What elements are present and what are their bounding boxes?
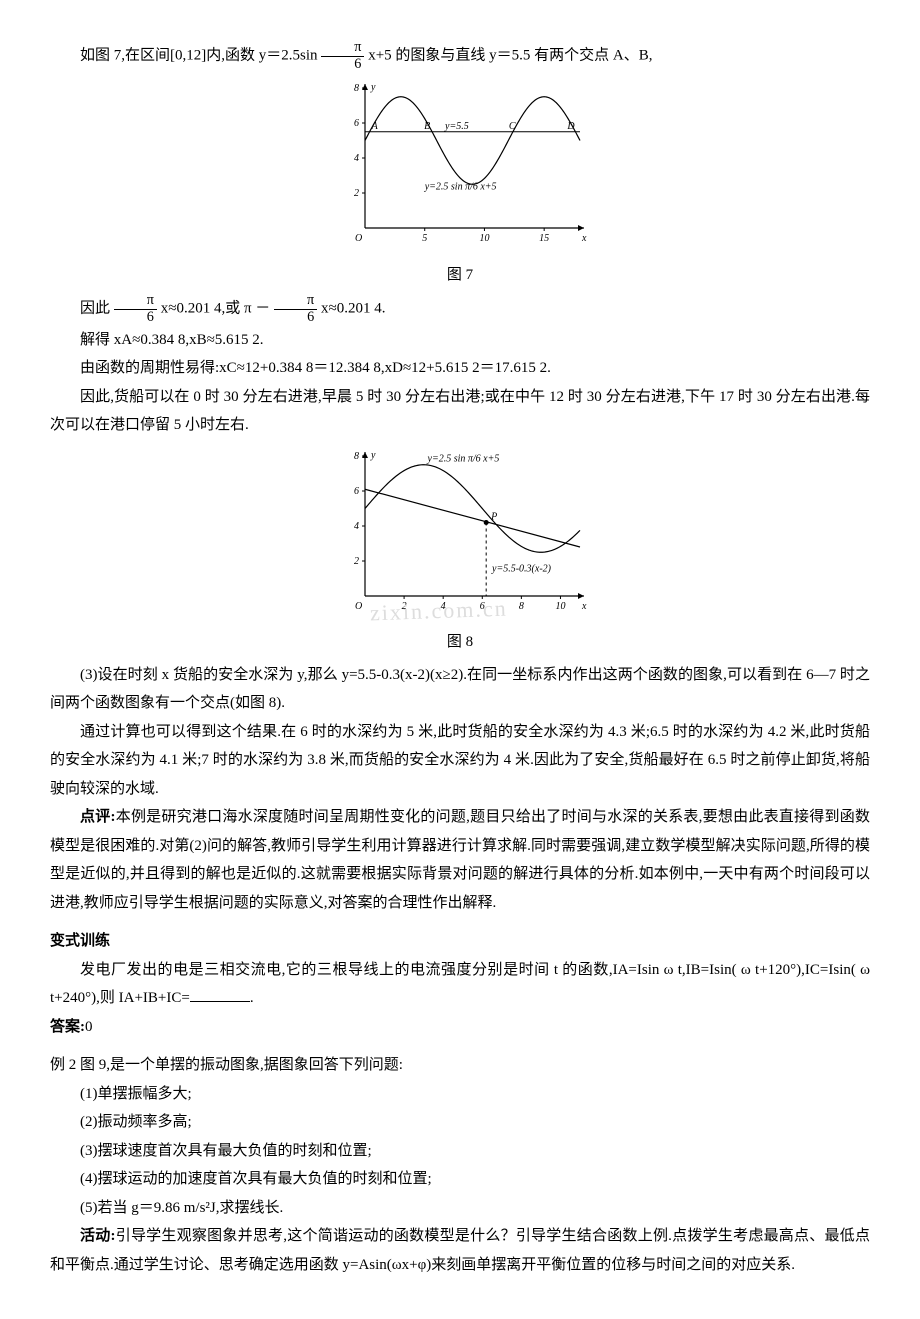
fraction-pi-over-6: π 6 <box>321 40 364 72</box>
fraction-den: 6 <box>274 310 317 326</box>
svg-text:2: 2 <box>402 601 407 612</box>
text: x≈0.201 4. <box>321 301 385 317</box>
paragraph-dianping: 点评:本例是研究港口海水深度随时间呈周期性变化的问题,题目只给出了时间与水深的关… <box>50 803 870 917</box>
fraction-den: 6 <box>114 310 157 326</box>
figure-7-caption: 图 7 <box>50 261 870 290</box>
svg-text:C: C <box>509 121 516 132</box>
svg-text:P: P <box>490 511 497 522</box>
text: 如图 7,在区间[0,12]内,函数 y＝2.5sin <box>80 48 318 64</box>
svg-text:4: 4 <box>354 521 359 532</box>
dianping-label: 点评: <box>80 809 115 825</box>
svg-text:y=5.5-0.3(x-2): y=5.5-0.3(x-2) <box>491 563 552 574</box>
figure-7: 2 4 6 8 5 10 15 A B C Dy=5.5 y=2.5 sin π/6 x+5 Ox y <box>50 78 870 259</box>
svg-text:y=2.5 sin π/6 x+5: y=2.5 sin π/6 x+5 <box>427 453 500 464</box>
svg-text:5: 5 <box>422 233 427 244</box>
svg-text:4: 4 <box>354 153 359 164</box>
svg-text:10: 10 <box>479 233 489 244</box>
svg-text:10: 10 <box>555 601 565 612</box>
paragraph-periodicity: 由函数的周期性易得:xC≈12+0.384 8＝12.384 8,xD≈12+5… <box>50 354 870 383</box>
fraction-num: π <box>321 40 364 57</box>
paragraph-huodong: 活动:引导学生观察图象并思考,这个简谐运动的函数模型是什么？引导学生结合函数上例… <box>50 1222 870 1279</box>
svg-text:2: 2 <box>354 188 359 199</box>
figure-7-chart: 2 4 6 8 5 10 15 A B C Dy=5.5 y=2.5 sin π/6 x+5 Ox y <box>330 78 590 248</box>
fraction-num: π <box>114 293 157 310</box>
bianshi-title: 变式训练 <box>50 927 870 956</box>
svg-text:y=5.5: y=5.5 <box>444 121 469 132</box>
text: . <box>250 990 254 1006</box>
fraction-den: 6 <box>321 57 364 73</box>
text: 发电厂发出的电是三相交流电,它的三根导线上的电流强度分别是时间 t 的函数,IA… <box>50 962 870 1007</box>
fraction-pi-over-6: π 6 <box>274 293 317 325</box>
answer-line: 答案:0 <box>50 1013 870 1042</box>
svg-text:6: 6 <box>354 486 359 497</box>
svg-text:y: y <box>370 82 376 93</box>
figure-8: 2 4 6 8 2 4 6 8 10 Py=2.5 sin π/6 x+5 y=5.5-0.3(x-… <box>50 446 870 627</box>
paragraph-therefore: 因此 π 6 x≈0.201 4,或 π － π 6 x≈0.201 4. <box>50 293 870 325</box>
svg-text:15: 15 <box>539 233 549 244</box>
figure-8-caption: 图 8 <box>50 628 870 657</box>
svg-text:6: 6 <box>480 601 485 612</box>
paragraph-calc-result: 通过计算也可以得到这个结果.在 6 时的水深约为 5 米,此时货船的安全水深约为… <box>50 718 870 804</box>
svg-text:x: x <box>581 601 587 612</box>
text: 因此 <box>80 301 110 317</box>
example-2-heading: 例 2 图 9,是一个单摆的振动图象,据图象回答下列问题: <box>50 1051 870 1080</box>
example-2-q3: (3)摆球速度首次具有最大负值的时刻和位置; <box>50 1137 870 1166</box>
huodong-label: 活动: <box>80 1228 115 1244</box>
example-2-q2: (2)振动频率多高; <box>50 1108 870 1137</box>
example-2-q5: (5)若当 g＝9.86 m/s²J,求摆线长. <box>50 1194 870 1223</box>
example-2-q1: (1)单摆振幅多大; <box>50 1080 870 1109</box>
spacer <box>50 1041 870 1051</box>
text: x+5 的图象与直线 y＝5.5 有两个交点 A、B, <box>368 48 652 64</box>
svg-text:8: 8 <box>519 601 524 612</box>
figure-8-chart: 2 4 6 8 2 4 6 8 10 Py=2.5 sin π/6 x+5 y=5.5-0.3(x-… <box>330 446 590 616</box>
spacer <box>50 917 870 927</box>
answer-label: 答案: <box>50 1019 85 1035</box>
paragraph-part3: (3)设在时刻 x 货船的安全水深为 y,那么 y=5.5-0.3(x-2)(x… <box>50 661 870 718</box>
example-2-q4: (4)摆球运动的加速度首次具有最大负值的时刻和位置; <box>50 1165 870 1194</box>
svg-text:O: O <box>355 233 362 244</box>
text: 本例是研究港口海水深度随时间呈周期性变化的问题,题目只给出了时间与水深的关系表,… <box>50 809 870 911</box>
svg-text:8: 8 <box>354 83 359 94</box>
text: 引导学生观察图象并思考,这个简谐运动的函数模型是什么？引导学生结合函数上例.点拨… <box>50 1228 870 1273</box>
svg-text:6: 6 <box>354 118 359 129</box>
answer-value: 0 <box>85 1019 93 1035</box>
svg-text:y: y <box>370 450 376 461</box>
paragraph-intro-fig7: 如图 7,在区间[0,12]内,函数 y＝2.5sin π 6 x+5 的图象与… <box>50 40 870 72</box>
paragraph-conclusion-port: 因此,货船可以在 0 时 30 分左右进港,早晨 5 时 30 分左右出港;或在… <box>50 383 870 440</box>
svg-text:O: O <box>355 601 362 612</box>
svg-text:x: x <box>581 233 587 244</box>
blank-fill <box>190 986 250 1002</box>
svg-text:B: B <box>424 121 430 132</box>
svg-text:y=2.5 sin π/6 x+5: y=2.5 sin π/6 x+5 <box>424 182 497 193</box>
fraction-pi-over-6: π 6 <box>114 293 157 325</box>
svg-text:8: 8 <box>354 451 359 462</box>
svg-text:A: A <box>371 121 379 132</box>
svg-text:4: 4 <box>441 601 446 612</box>
fraction-num: π <box>274 293 317 310</box>
text: x≈0.201 4,或 π － <box>161 301 271 317</box>
svg-text:2: 2 <box>354 556 359 567</box>
paragraph-solve-x: 解得 xA≈0.384 8,xB≈5.615 2. <box>50 326 870 355</box>
paragraph-three-phase: 发电厂发出的电是三相交流电,它的三根导线上的电流强度分别是时间 t 的函数,IA… <box>50 956 870 1013</box>
svg-text:D: D <box>566 121 575 132</box>
